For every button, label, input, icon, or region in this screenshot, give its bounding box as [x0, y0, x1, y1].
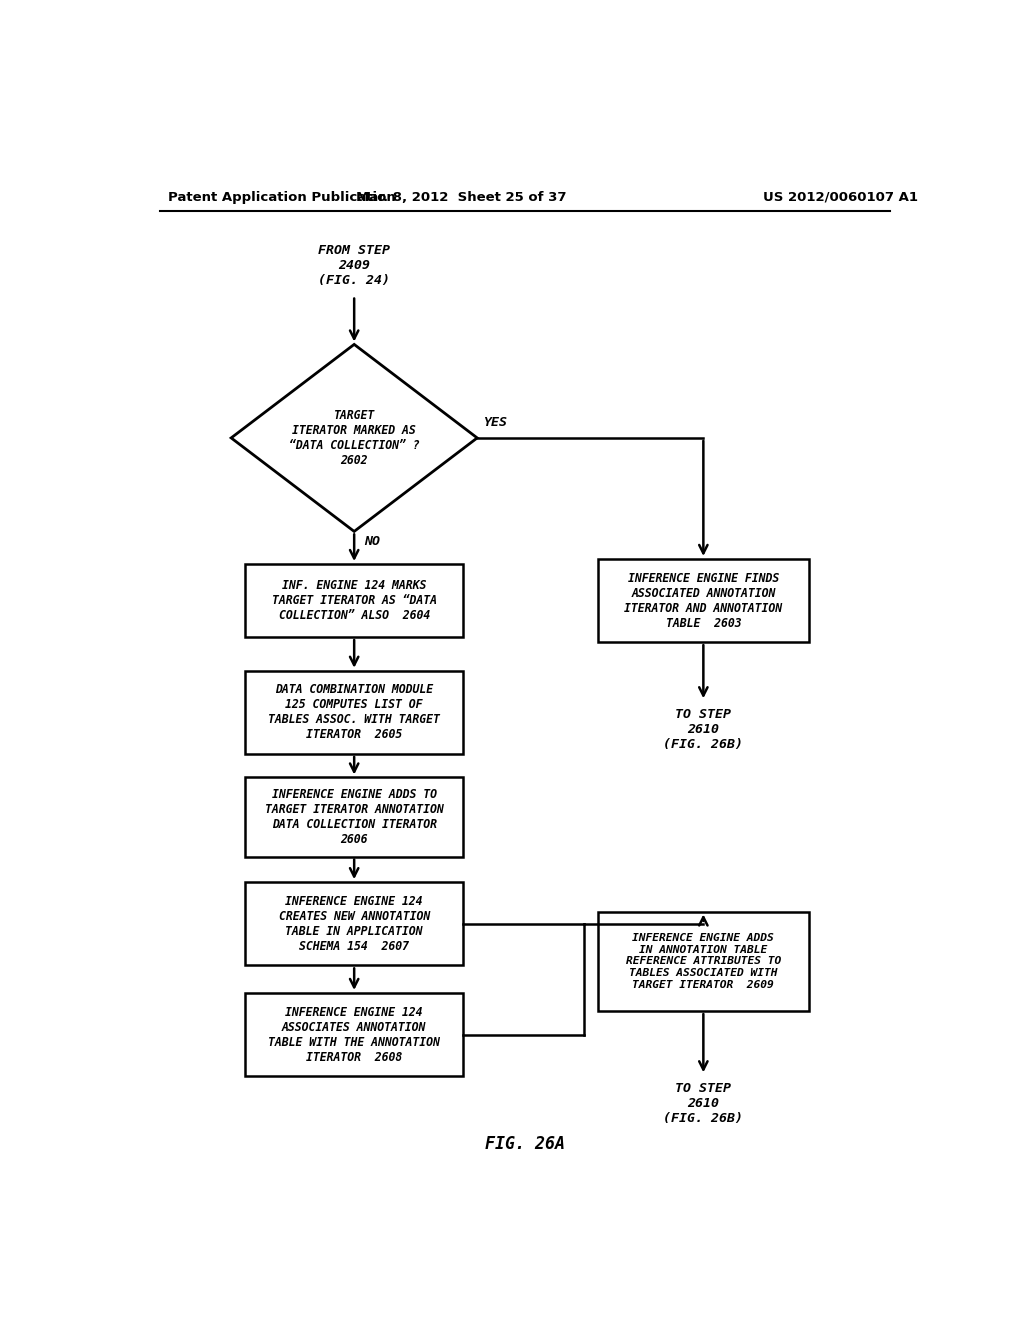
Text: INFERENCE ENGINE ADDS TO
TARGET ITERATOR ANNOTATION
DATA COLLECTION ITERATOR
260: INFERENCE ENGINE ADDS TO TARGET ITERATOR…	[265, 788, 443, 846]
Text: NO: NO	[364, 535, 380, 548]
Bar	[598, 558, 809, 643]
Text: INFERENCE ENGINE ADDS
IN ANNOTATION TABLE
REFERENCE ATTRIBUTES TO
TABLES ASSOCIA: INFERENCE ENGINE ADDS IN ANNOTATION TABL…	[626, 933, 781, 990]
Bar	[245, 882, 463, 965]
Text: TO STEP
2610
(FIG. 26B): TO STEP 2610 (FIG. 26B)	[664, 1082, 743, 1125]
Bar	[245, 671, 463, 754]
Bar	[245, 993, 463, 1076]
Text: FIG. 26A: FIG. 26A	[484, 1135, 565, 1154]
Text: TARGET
ITERATOR MARKED AS
“DATA COLLECTION” ?
2602: TARGET ITERATOR MARKED AS “DATA COLLECTI…	[289, 409, 420, 467]
Text: INFERENCE ENGINE FINDS
ASSOCIATED ANNOTATION
ITERATOR AND ANNOTATION
TABLE  2603: INFERENCE ENGINE FINDS ASSOCIATED ANNOTA…	[625, 572, 782, 630]
Text: INF. ENGINE 124 MARKS
TARGET ITERATOR AS “DATA
COLLECTION” ALSO  2604: INF. ENGINE 124 MARKS TARGET ITERATOR AS…	[271, 579, 436, 622]
Bar	[245, 777, 463, 857]
Text: US 2012/0060107 A1: US 2012/0060107 A1	[763, 190, 918, 203]
Text: Mar. 8, 2012  Sheet 25 of 37: Mar. 8, 2012 Sheet 25 of 37	[356, 190, 566, 203]
Bar	[245, 564, 463, 638]
Bar	[598, 912, 809, 1011]
Polygon shape	[231, 345, 477, 532]
Text: FROM STEP
2409
(FIG. 24): FROM STEP 2409 (FIG. 24)	[318, 244, 390, 286]
Text: YES: YES	[483, 416, 508, 429]
Text: INFERENCE ENGINE 124
CREATES NEW ANNOTATION
TABLE IN APPLICATION
SCHEMA 154  260: INFERENCE ENGINE 124 CREATES NEW ANNOTAT…	[279, 895, 430, 953]
Text: Patent Application Publication: Patent Application Publication	[168, 190, 395, 203]
Text: DATA COMBINATION MODULE
125 COMPUTES LIST OF
TABLES ASSOC. WITH TARGET
ITERATOR : DATA COMBINATION MODULE 125 COMPUTES LIS…	[268, 684, 440, 742]
Text: INFERENCE ENGINE 124
ASSOCIATES ANNOTATION
TABLE WITH THE ANNOTATION
ITERATOR  2: INFERENCE ENGINE 124 ASSOCIATES ANNOTATI…	[268, 1006, 440, 1064]
Text: TO STEP
2610
(FIG. 26B): TO STEP 2610 (FIG. 26B)	[664, 708, 743, 751]
